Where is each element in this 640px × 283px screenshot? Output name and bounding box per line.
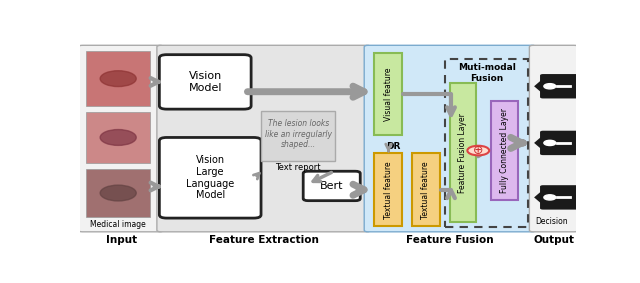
Text: Input: Input — [106, 235, 137, 245]
Text: Feature Extraction: Feature Extraction — [209, 235, 319, 245]
Text: Bert: Bert — [320, 181, 344, 191]
Bar — [86, 52, 150, 106]
Text: Fully Connected Layer: Fully Connected Layer — [500, 108, 509, 193]
Text: Decision: Decision — [535, 217, 568, 226]
Text: Medical image: Medical image — [90, 220, 146, 229]
Circle shape — [100, 185, 136, 201]
FancyBboxPatch shape — [374, 153, 402, 226]
FancyBboxPatch shape — [540, 185, 582, 210]
Circle shape — [544, 195, 556, 200]
Polygon shape — [534, 190, 543, 205]
Text: Textual feature: Textual feature — [383, 161, 392, 218]
FancyBboxPatch shape — [261, 111, 335, 161]
Polygon shape — [534, 79, 543, 94]
FancyBboxPatch shape — [412, 153, 440, 226]
FancyBboxPatch shape — [364, 45, 536, 232]
Text: Text report: Text report — [275, 164, 321, 172]
Bar — [445, 59, 529, 227]
FancyBboxPatch shape — [79, 45, 163, 232]
Circle shape — [544, 140, 556, 145]
FancyBboxPatch shape — [303, 171, 360, 201]
Circle shape — [467, 146, 489, 155]
Text: Vision
Model: Vision Model — [189, 71, 222, 93]
Text: Visual feature: Visual feature — [383, 67, 392, 121]
Polygon shape — [534, 135, 543, 151]
FancyBboxPatch shape — [374, 53, 402, 135]
Text: DR: DR — [387, 142, 401, 151]
Text: Textual feature: Textual feature — [421, 161, 430, 218]
Text: Muti-modal
Fusion: Muti-modal Fusion — [458, 63, 516, 83]
Circle shape — [100, 71, 136, 87]
FancyBboxPatch shape — [540, 74, 582, 98]
Bar — [86, 112, 150, 162]
Text: ⊕: ⊕ — [473, 144, 484, 157]
Text: Feature Fusion Layer: Feature Fusion Layer — [458, 113, 467, 193]
Text: Feature Fusion: Feature Fusion — [406, 235, 494, 245]
FancyBboxPatch shape — [449, 83, 476, 222]
Text: Vision
Large
Language
Model: Vision Large Language Model — [186, 155, 234, 200]
Circle shape — [100, 130, 136, 145]
FancyBboxPatch shape — [157, 45, 371, 232]
FancyBboxPatch shape — [159, 55, 251, 109]
Text: The lesion looks
like an irregularly
shaped...: The lesion looks like an irregularly sha… — [265, 119, 332, 149]
FancyBboxPatch shape — [159, 138, 261, 218]
Circle shape — [544, 84, 556, 89]
FancyBboxPatch shape — [529, 45, 578, 232]
Bar — [86, 169, 150, 217]
FancyBboxPatch shape — [491, 101, 518, 200]
Text: Output: Output — [533, 235, 574, 245]
FancyBboxPatch shape — [540, 131, 582, 155]
